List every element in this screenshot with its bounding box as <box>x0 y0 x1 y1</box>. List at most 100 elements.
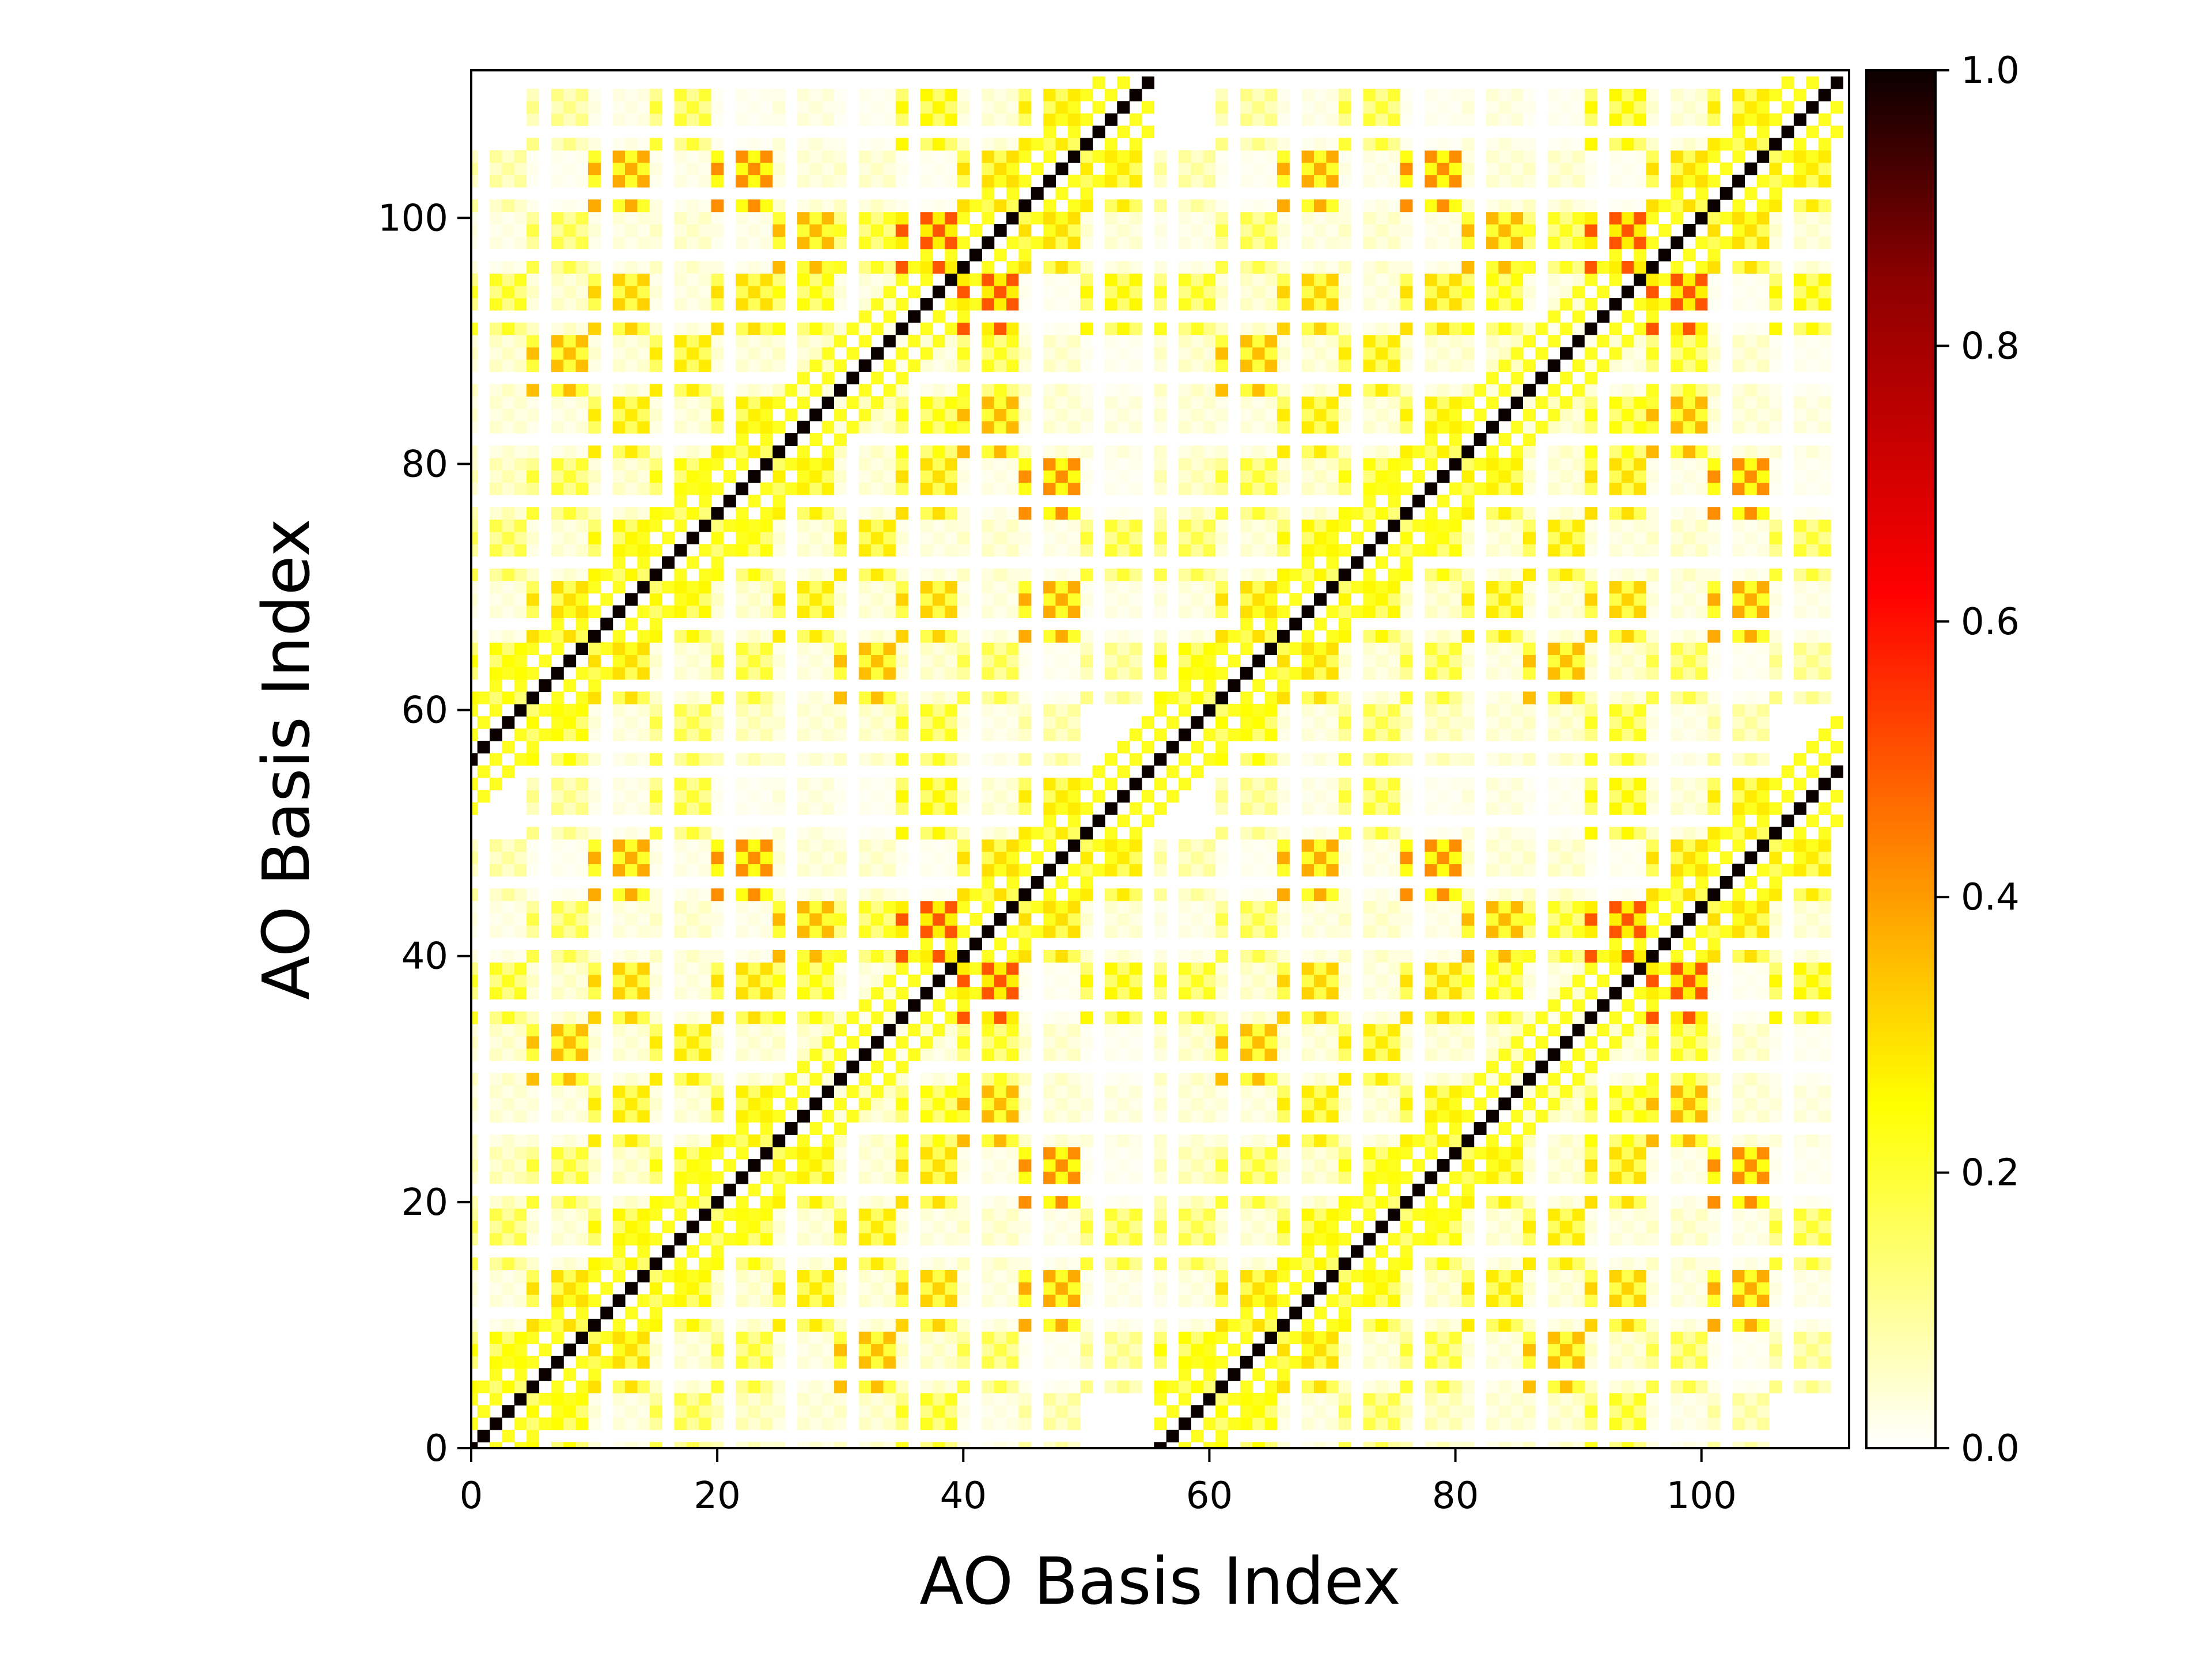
heatmap-cell <box>1191 1073 1204 1086</box>
heatmap-cell <box>797 987 810 1000</box>
heatmap-cell <box>1264 1085 1278 1098</box>
heatmap-cell <box>1240 691 1253 704</box>
heatmap-cell <box>1313 1011 1327 1024</box>
heatmap-cell <box>1375 1073 1388 1086</box>
heatmap-cell <box>1240 666 1253 680</box>
heatmap-cell <box>490 888 502 902</box>
heatmap-cell <box>834 703 847 717</box>
heatmap-cell <box>858 1208 872 1221</box>
heatmap-cell <box>1363 1036 1376 1049</box>
heatmap-cell <box>1301 778 1315 790</box>
heatmap-cell <box>649 1405 662 1418</box>
heatmap-cell <box>1191 1011 1204 1024</box>
heatmap-cell <box>674 728 687 741</box>
heatmap-cell <box>883 1442 896 1448</box>
heatmap-cell <box>1006 851 1019 865</box>
heatmap-cell <box>1707 863 1721 877</box>
heatmap-cell <box>1338 790 1351 803</box>
heatmap-cell <box>1375 654 1388 668</box>
heatmap-cell <box>871 802 884 815</box>
heatmap-cell <box>809 912 823 926</box>
heatmap-cell <box>736 1122 749 1135</box>
heatmap-cell <box>1055 1134 1069 1147</box>
heatmap-cell <box>858 900 872 914</box>
heatmap-cell <box>772 962 786 975</box>
heatmap-cell <box>932 593 945 606</box>
heatmap-cell <box>1154 1257 1167 1270</box>
heatmap-cell <box>1449 1134 1462 1147</box>
heatmap-cell <box>1806 925 1819 938</box>
heatmap-cell <box>932 1270 945 1283</box>
heatmap-cell <box>1523 863 1536 877</box>
heatmap-cell <box>883 1171 896 1184</box>
heatmap-cell <box>1818 1196 1831 1209</box>
heatmap-cell <box>1806 1319 1819 1332</box>
heatmap-cell <box>1018 703 1032 717</box>
heatmap-cell <box>1634 950 1647 963</box>
heatmap-cell <box>1043 1233 1056 1246</box>
heatmap-cell <box>748 790 761 803</box>
heatmap-cell <box>1547 912 1560 926</box>
heatmap-cell <box>1449 753 1462 766</box>
heatmap-cell <box>1437 900 1450 914</box>
heatmap-cell <box>1437 1159 1450 1172</box>
heatmap-cell <box>920 1442 933 1448</box>
heatmap-cell <box>649 827 662 840</box>
heatmap-cell <box>1215 950 1229 963</box>
heatmap-cell <box>1228 703 1241 717</box>
heatmap-cell <box>1363 1405 1376 1418</box>
heatmap-cell <box>1756 778 1770 790</box>
heatmap-cell <box>1215 740 1229 753</box>
heatmap-cell <box>527 728 540 741</box>
heatmap-cell <box>1646 728 1659 741</box>
heatmap-cell <box>772 642 786 656</box>
heatmap-cell <box>1572 1282 1585 1295</box>
heatmap-cell <box>994 753 1007 766</box>
heatmap-cell <box>736 1270 749 1283</box>
heatmap-cell <box>945 1159 958 1172</box>
heatmap-cell <box>1732 815 1745 828</box>
heatmap-cell <box>1388 581 1401 594</box>
heatmap-cell <box>858 753 872 766</box>
heatmap-cell <box>1425 666 1438 680</box>
heatmap-cell <box>1769 1208 1782 1221</box>
heatmap-cell <box>945 1196 958 1209</box>
heatmap-cell <box>982 1442 995 1448</box>
heatmap-cell <box>1375 1109 1388 1123</box>
heatmap-cell <box>1277 753 1290 766</box>
heatmap-cell <box>699 654 712 668</box>
heatmap-cell <box>1646 839 1659 852</box>
heatmap-cell <box>711 1270 724 1283</box>
heatmap-cell <box>1203 851 1216 865</box>
heatmap-cell <box>1191 691 1204 704</box>
heatmap-cell <box>1510 827 1524 840</box>
heatmap-cell <box>748 1294 761 1307</box>
heatmap-cell <box>1080 1036 1093 1049</box>
heatmap-cell <box>1388 1011 1401 1024</box>
heatmap-cell <box>1301 728 1315 741</box>
heatmap-cell <box>1547 802 1560 815</box>
heatmap-cell <box>1510 630 1524 643</box>
heatmap-cell <box>1744 1109 1758 1123</box>
heatmap-cell <box>1055 1392 1069 1406</box>
heatmap-cell <box>1363 1196 1376 1209</box>
heatmap-cell <box>1707 728 1721 741</box>
heatmap-cell <box>1252 1319 1266 1332</box>
heatmap-cell <box>920 630 933 643</box>
heatmap-cell <box>858 1355 872 1369</box>
heatmap-cell <box>797 1380 810 1393</box>
heatmap-cell <box>1744 1159 1758 1172</box>
heatmap-cell <box>1191 1294 1204 1307</box>
heatmap-cell <box>588 654 601 668</box>
heatmap-cell <box>575 900 589 914</box>
heatmap-cell <box>575 1306 589 1320</box>
heatmap-cell <box>1806 593 1819 606</box>
heatmap-cell <box>637 863 650 877</box>
heatmap-cell <box>809 1442 823 1448</box>
heatmap-cell <box>1129 1343 1142 1357</box>
heatmap-cell <box>1264 912 1278 926</box>
heatmap-cell <box>1756 1331 1770 1344</box>
heatmap-cell <box>1732 593 1745 606</box>
heatmap-cell <box>1240 987 1253 1000</box>
heatmap-cell <box>797 1294 810 1307</box>
